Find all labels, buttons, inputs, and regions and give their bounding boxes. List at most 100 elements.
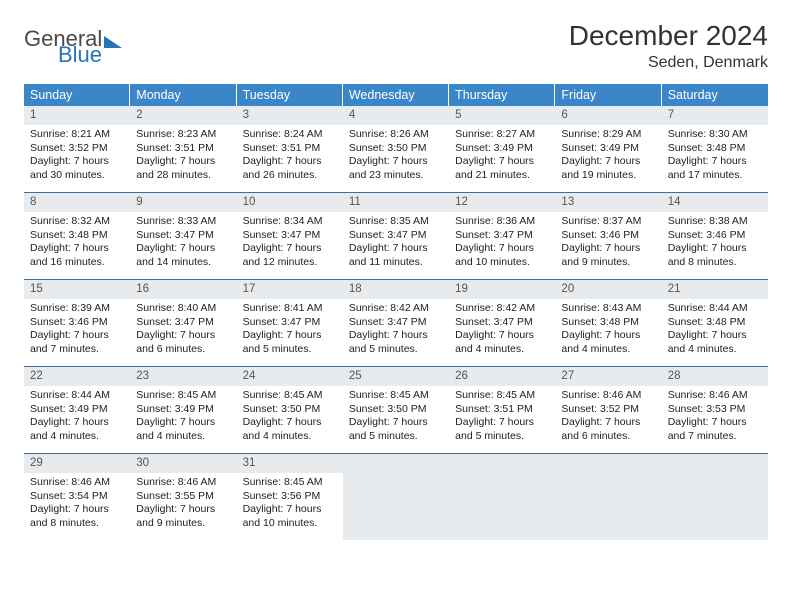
col-saturday: Saturday: [662, 84, 768, 106]
calendar-cell: 13Sunrise: 8:37 AMSunset: 3:46 PMDayligh…: [555, 193, 661, 279]
daylight-text-1: Daylight: 7 hours: [455, 329, 549, 343]
sunset-text: Sunset: 3:47 PM: [455, 229, 549, 243]
daylight-text-1: Daylight: 7 hours: [561, 155, 655, 169]
day-details: Sunrise: 8:27 AMSunset: 3:49 PMDaylight:…: [449, 125, 555, 189]
logo-sail-icon: [104, 36, 122, 48]
daylight-text-2: and 14 minutes.: [136, 256, 230, 270]
day-details: Sunrise: 8:44 AMSunset: 3:49 PMDaylight:…: [24, 386, 130, 450]
sunset-text: Sunset: 3:55 PM: [136, 490, 230, 504]
daylight-text-1: Daylight: 7 hours: [561, 242, 655, 256]
calendar-cell: 23Sunrise: 8:45 AMSunset: 3:49 PMDayligh…: [130, 367, 236, 453]
sunset-text: Sunset: 3:49 PM: [561, 142, 655, 156]
calendar-cell: [449, 454, 555, 540]
sunrise-text: Sunrise: 8:32 AM: [30, 215, 124, 229]
day-number: 6: [555, 106, 661, 125]
calendar-cell: 31Sunrise: 8:45 AMSunset: 3:56 PMDayligh…: [237, 454, 343, 540]
sunrise-text: Sunrise: 8:41 AM: [243, 302, 337, 316]
sunset-text: Sunset: 3:46 PM: [30, 316, 124, 330]
sunset-text: Sunset: 3:46 PM: [668, 229, 762, 243]
calendar-cell: 11Sunrise: 8:35 AMSunset: 3:47 PMDayligh…: [343, 193, 449, 279]
daylight-text-2: and 10 minutes.: [243, 517, 337, 531]
day-number: 26: [449, 367, 555, 386]
day-number: 5: [449, 106, 555, 125]
daylight-text-1: Daylight: 7 hours: [243, 503, 337, 517]
sunset-text: Sunset: 3:48 PM: [30, 229, 124, 243]
sunrise-text: Sunrise: 8:46 AM: [136, 476, 230, 490]
day-details: Sunrise: 8:30 AMSunset: 3:48 PMDaylight:…: [662, 125, 768, 189]
day-number: 13: [555, 193, 661, 212]
calendar-week: 8Sunrise: 8:32 AMSunset: 3:48 PMDaylight…: [24, 193, 768, 280]
day-details: Sunrise: 8:41 AMSunset: 3:47 PMDaylight:…: [237, 299, 343, 363]
calendar-cell: 6Sunrise: 8:29 AMSunset: 3:49 PMDaylight…: [555, 106, 661, 192]
calendar-cell: 10Sunrise: 8:34 AMSunset: 3:47 PMDayligh…: [237, 193, 343, 279]
day-details: Sunrise: 8:35 AMSunset: 3:47 PMDaylight:…: [343, 212, 449, 276]
sunrise-text: Sunrise: 8:24 AM: [243, 128, 337, 142]
day-details: Sunrise: 8:33 AMSunset: 3:47 PMDaylight:…: [130, 212, 236, 276]
day-number: 20: [555, 280, 661, 299]
daylight-text-2: and 7 minutes.: [668, 430, 762, 444]
calendar-week: 22Sunrise: 8:44 AMSunset: 3:49 PMDayligh…: [24, 367, 768, 454]
daylight-text-1: Daylight: 7 hours: [349, 416, 443, 430]
sunset-text: Sunset: 3:47 PM: [349, 229, 443, 243]
day-details: Sunrise: 8:36 AMSunset: 3:47 PMDaylight:…: [449, 212, 555, 276]
daylight-text-2: and 7 minutes.: [30, 343, 124, 357]
sunset-text: Sunset: 3:47 PM: [136, 316, 230, 330]
daylight-text-2: and 11 minutes.: [349, 256, 443, 270]
daylight-text-2: and 23 minutes.: [349, 169, 443, 183]
calendar-cell: 22Sunrise: 8:44 AMSunset: 3:49 PMDayligh…: [24, 367, 130, 453]
day-number: 10: [237, 193, 343, 212]
sunrise-text: Sunrise: 8:46 AM: [30, 476, 124, 490]
calendar-week: 1Sunrise: 8:21 AMSunset: 3:52 PMDaylight…: [24, 106, 768, 193]
day-details: Sunrise: 8:24 AMSunset: 3:51 PMDaylight:…: [237, 125, 343, 189]
calendar-cell: 28Sunrise: 8:46 AMSunset: 3:53 PMDayligh…: [662, 367, 768, 453]
daylight-text-2: and 8 minutes.: [30, 517, 124, 531]
day-number: 3: [237, 106, 343, 125]
sunset-text: Sunset: 3:49 PM: [455, 142, 549, 156]
daylight-text-2: and 5 minutes.: [243, 343, 337, 357]
daylight-text-1: Daylight: 7 hours: [30, 503, 124, 517]
sunrise-text: Sunrise: 8:45 AM: [455, 389, 549, 403]
calendar-cell: 4Sunrise: 8:26 AMSunset: 3:50 PMDaylight…: [343, 106, 449, 192]
title-block: December 2024 Seden, Denmark: [569, 20, 768, 72]
day-number: 2: [130, 106, 236, 125]
day-number: 4: [343, 106, 449, 125]
sunrise-text: Sunrise: 8:45 AM: [243, 389, 337, 403]
daylight-text-1: Daylight: 7 hours: [243, 329, 337, 343]
daylight-text-1: Daylight: 7 hours: [668, 242, 762, 256]
sunset-text: Sunset: 3:48 PM: [668, 316, 762, 330]
daylight-text-2: and 9 minutes.: [136, 517, 230, 531]
day-number: 28: [662, 367, 768, 386]
day-number: 11: [343, 193, 449, 212]
daylight-text-2: and 26 minutes.: [243, 169, 337, 183]
day-number: 21: [662, 280, 768, 299]
day-details: Sunrise: 8:45 AMSunset: 3:56 PMDaylight:…: [237, 473, 343, 537]
sunrise-text: Sunrise: 8:26 AM: [349, 128, 443, 142]
calendar-page: General Blue December 2024 Seden, Denmar…: [0, 0, 792, 560]
calendar-cell: 15Sunrise: 8:39 AMSunset: 3:46 PMDayligh…: [24, 280, 130, 366]
sunset-text: Sunset: 3:49 PM: [136, 403, 230, 417]
col-thursday: Thursday: [449, 84, 555, 106]
calendar-cell: 18Sunrise: 8:42 AMSunset: 3:47 PMDayligh…: [343, 280, 449, 366]
day-details: Sunrise: 8:32 AMSunset: 3:48 PMDaylight:…: [24, 212, 130, 276]
daylight-text-2: and 19 minutes.: [561, 169, 655, 183]
calendar-cell: 2Sunrise: 8:23 AMSunset: 3:51 PMDaylight…: [130, 106, 236, 192]
sunset-text: Sunset: 3:52 PM: [561, 403, 655, 417]
calendar-cell: 19Sunrise: 8:42 AMSunset: 3:47 PMDayligh…: [449, 280, 555, 366]
col-monday: Monday: [130, 84, 236, 106]
daylight-text-1: Daylight: 7 hours: [136, 416, 230, 430]
daylight-text-1: Daylight: 7 hours: [30, 416, 124, 430]
day-details: Sunrise: 8:40 AMSunset: 3:47 PMDaylight:…: [130, 299, 236, 363]
daylight-text-1: Daylight: 7 hours: [668, 329, 762, 343]
daylight-text-1: Daylight: 7 hours: [243, 242, 337, 256]
sunset-text: Sunset: 3:50 PM: [349, 142, 443, 156]
daylight-text-2: and 9 minutes.: [561, 256, 655, 270]
day-number: 14: [662, 193, 768, 212]
day-details: Sunrise: 8:45 AMSunset: 3:51 PMDaylight:…: [449, 386, 555, 450]
col-wednesday: Wednesday: [343, 84, 449, 106]
day-details: Sunrise: 8:42 AMSunset: 3:47 PMDaylight:…: [449, 299, 555, 363]
day-number: 1: [24, 106, 130, 125]
calendar-cell: 21Sunrise: 8:44 AMSunset: 3:48 PMDayligh…: [662, 280, 768, 366]
daylight-text-1: Daylight: 7 hours: [30, 329, 124, 343]
daylight-text-1: Daylight: 7 hours: [349, 242, 443, 256]
daylight-text-1: Daylight: 7 hours: [668, 416, 762, 430]
